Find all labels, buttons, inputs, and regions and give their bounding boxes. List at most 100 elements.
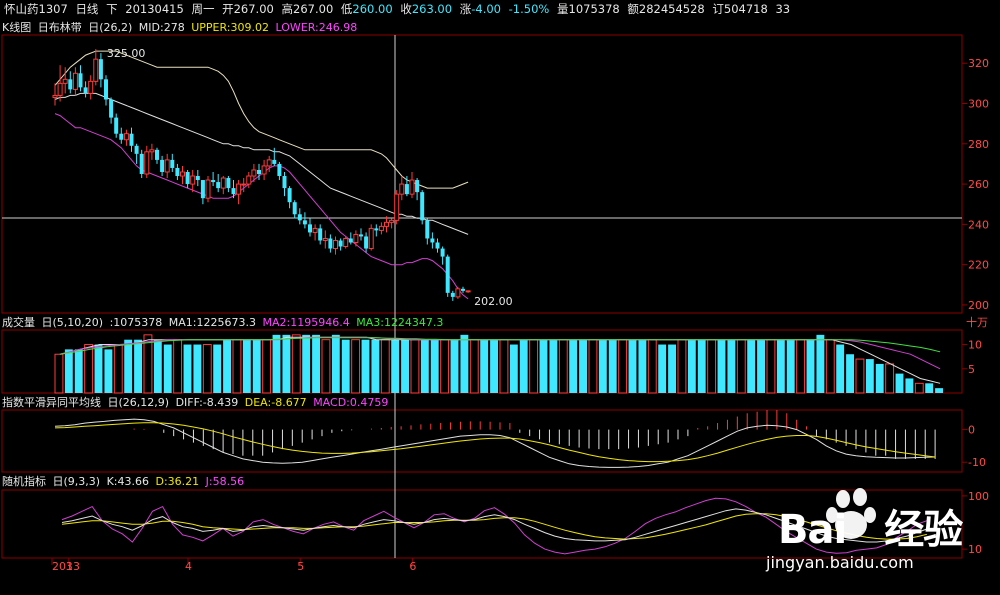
kdj-j-line bbox=[61, 497, 928, 555]
volume-bar-up bbox=[321, 339, 331, 394]
volume-bar-down bbox=[658, 344, 667, 393]
weekday-label: 周一 bbox=[191, 2, 215, 16]
candle-body-down bbox=[78, 73, 83, 88]
candle-body-up bbox=[394, 193, 400, 221]
macd-dea-line bbox=[54, 422, 936, 463]
volume-bar-down bbox=[668, 344, 676, 393]
kdj-param: 日(9,3,3) bbox=[52, 475, 101, 488]
period-label[interactable]: 日线 bbox=[75, 2, 99, 16]
macd-tick-label: -10 bbox=[968, 456, 986, 469]
candle-body-down bbox=[359, 234, 363, 237]
volume-bar-down bbox=[252, 339, 261, 393]
candle-body-down bbox=[200, 180, 205, 199]
kline-name: K线图 bbox=[2, 21, 32, 34]
open-price: 开267.00 bbox=[222, 2, 274, 16]
volume-bar-down bbox=[816, 334, 825, 393]
candle-body-down bbox=[461, 288, 465, 291]
candle-body-down bbox=[435, 242, 440, 249]
candle-body-up bbox=[205, 179, 211, 199]
candle-body-up bbox=[88, 80, 94, 94]
low-price-label: 低 bbox=[340, 2, 353, 16]
date-tick-label: 6 bbox=[409, 560, 416, 573]
volume-bar-down bbox=[134, 339, 142, 393]
volume-bar-down bbox=[213, 344, 222, 393]
boll-mid: MID:278 bbox=[138, 21, 185, 34]
candle-body-up bbox=[236, 183, 242, 195]
candle-body-down bbox=[175, 167, 180, 177]
volume-bar-up bbox=[677, 339, 687, 394]
candle-body-down bbox=[257, 169, 261, 174]
volume-name[interactable]: 成交量 bbox=[2, 316, 35, 329]
volume-bar-up bbox=[202, 344, 212, 394]
volume-bar-down bbox=[895, 373, 904, 393]
volume-bar-down bbox=[193, 344, 202, 393]
volume-bar-down bbox=[757, 339, 765, 393]
kdj-d: D:36.21 bbox=[155, 475, 200, 488]
volume-bar-up bbox=[84, 344, 94, 394]
boll-upper: UPPER:309.02 bbox=[191, 21, 269, 34]
macd-diff: DIFF:-8.439 bbox=[175, 396, 239, 409]
high-price: 高267.00 bbox=[281, 2, 334, 16]
kdj-title: 随机指标 日(9,3,3) K:43.66 D:36.21 J:58.56 bbox=[2, 475, 247, 488]
candle-body-down bbox=[338, 240, 343, 247]
candle-body-down bbox=[364, 236, 369, 249]
volume-bar-up bbox=[647, 339, 657, 394]
boll-upper-line bbox=[54, 50, 469, 189]
candle-body-down bbox=[83, 87, 88, 94]
candle-body-down bbox=[160, 159, 165, 172]
volume-unit: 十万 bbox=[966, 316, 991, 329]
volume-unit-label: 十万 bbox=[966, 316, 988, 329]
volume-bar-down bbox=[569, 339, 578, 393]
boll-mid-line bbox=[54, 92, 469, 235]
volume-bar-up bbox=[440, 339, 450, 394]
macd-title: 指数平滑异同平均线 日(26,12,9) DIFF:-8.439 DEA:-8.… bbox=[2, 396, 391, 409]
macd-macd: MACD:0.4759 bbox=[313, 396, 389, 409]
candle-body-up bbox=[368, 227, 374, 250]
candle-body-down bbox=[216, 182, 221, 189]
amount-value: 额282454528 bbox=[627, 2, 705, 16]
candle-body-down bbox=[211, 180, 216, 183]
price-tick-label: 260 bbox=[968, 178, 989, 191]
volume-ma1: MA1:1225673.3 bbox=[168, 316, 256, 329]
volume-bar-down bbox=[74, 349, 83, 393]
volume-bar-down bbox=[549, 339, 558, 393]
volume-bar-down bbox=[460, 334, 469, 393]
candle-body-down bbox=[318, 228, 323, 241]
candle-body-up bbox=[261, 165, 267, 175]
candle-body-up bbox=[384, 221, 389, 227]
volume-bar-up bbox=[558, 339, 568, 394]
kline-indicator[interactable]: 日布林带 bbox=[37, 21, 82, 34]
kdj-tick-label: 10 bbox=[968, 543, 982, 556]
quote-header: 怀山药1307 日线 下 20130415 周一 开267.00 高267.00… bbox=[4, 2, 794, 16]
candle-body-up bbox=[409, 179, 415, 195]
symbol-name: 怀山药1307 bbox=[4, 2, 68, 16]
watermark-url: jingyan.baidu.com bbox=[766, 553, 914, 572]
candle-body-up bbox=[241, 183, 247, 186]
kline-title: K线图 日布林带 日(26,2) MID:278 UPPER:309.02 LO… bbox=[2, 21, 360, 34]
volume-bar-down bbox=[747, 339, 756, 393]
volume-bar-down bbox=[450, 339, 459, 393]
volume-bar-up bbox=[529, 339, 539, 394]
candle-body-up bbox=[190, 175, 196, 185]
price-tick-label: 300 bbox=[968, 97, 989, 110]
volume-bar-down bbox=[875, 363, 884, 393]
candle-body-down bbox=[272, 159, 277, 164]
candle-body-up bbox=[93, 58, 99, 82]
date-tick-label: 3 bbox=[66, 560, 73, 573]
candle-body-up bbox=[312, 227, 318, 233]
volume-bar-down bbox=[242, 339, 251, 393]
volume-bar-down bbox=[776, 339, 785, 393]
change-value: -4.00 bbox=[471, 2, 501, 16]
candle-body-up bbox=[266, 159, 272, 167]
watermark-brand: Bai 经验 bbox=[778, 507, 963, 553]
volume-bar-up bbox=[54, 353, 64, 394]
price-annotation: 202.00 bbox=[474, 295, 512, 308]
volume-bar-down bbox=[401, 339, 409, 393]
kdj-name[interactable]: 随机指标 bbox=[2, 475, 46, 488]
panel-frame-0 bbox=[1, 34, 963, 314]
volume-bar-up bbox=[351, 339, 361, 394]
macd-name[interactable]: 指数平滑异同平均线 bbox=[2, 396, 101, 409]
volume-bar-up bbox=[291, 334, 301, 394]
volume-bar-down bbox=[806, 339, 815, 393]
